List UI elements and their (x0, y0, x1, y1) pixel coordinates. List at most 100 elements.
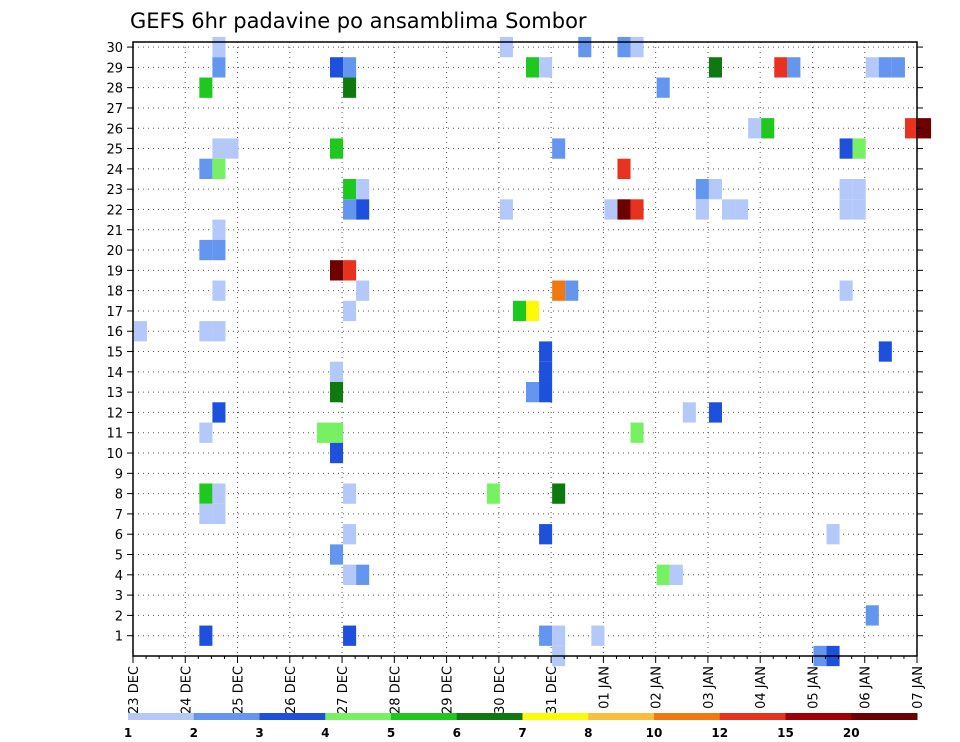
precip-cell (212, 402, 226, 423)
y-tick-label: 2 (115, 609, 123, 624)
precip-cell (343, 179, 357, 200)
precip-cell (630, 199, 644, 220)
precip-cell (199, 625, 213, 646)
precip-cell (656, 77, 670, 98)
y-tick-label: 5 (115, 549, 123, 564)
legend-swatch (193, 713, 260, 720)
y-tick-label: 17 (106, 305, 123, 320)
precip-cell (552, 625, 566, 646)
precip-cell (630, 36, 644, 58)
precip-cell (212, 57, 226, 78)
x-tick-label: 31 DEC (545, 666, 560, 714)
precip-cell (199, 321, 213, 342)
y-tick-label: 16 (106, 325, 123, 340)
legend-swatch (325, 713, 392, 720)
x-tick-label: 05 JAN (806, 666, 821, 709)
precip-cell (617, 158, 631, 180)
x-tick-label: 23 DEC (127, 666, 142, 714)
legend-swatch (851, 713, 918, 720)
y-tick-label: 11 (106, 427, 123, 442)
precip-cell (852, 179, 866, 200)
precip-cell (212, 158, 226, 180)
chart-title: GEFS 6hr padavine po ansamblima Sombor (130, 9, 587, 33)
precip-cell (722, 199, 736, 220)
precip-cell (330, 381, 344, 403)
legend-label: 8 (584, 726, 592, 740)
precip-cell (552, 138, 566, 159)
precip-cell (199, 422, 213, 443)
precip-cell (212, 239, 226, 261)
precip-cell (878, 57, 892, 78)
precip-cell (552, 483, 566, 504)
precip-cell (526, 57, 540, 78)
precip-cell (852, 199, 866, 220)
y-tick-label: 9 (115, 467, 123, 482)
legend-swatch (128, 713, 195, 720)
precip-cell (212, 483, 226, 504)
x-tick-label: 04 JAN (754, 666, 769, 709)
x-tick-label: 24 DEC (179, 666, 194, 714)
precip-cell (918, 118, 932, 139)
legend-swatch (456, 713, 523, 720)
precip-cell (539, 361, 553, 382)
grid-lines (133, 42, 917, 656)
precip-cell (787, 57, 801, 78)
y-tick-label: 13 (106, 386, 123, 401)
precip-cell (199, 483, 213, 504)
precip-cell (356, 564, 370, 585)
y-tick-label: 12 (106, 406, 123, 421)
precip-cell (539, 57, 553, 78)
precip-cell (330, 361, 344, 382)
precip-cell (212, 503, 226, 525)
y-tick-label: 10 (106, 447, 123, 462)
precip-cell (774, 57, 788, 78)
precip-cell (695, 179, 709, 200)
precip-cell (199, 77, 213, 98)
legend-swatch (391, 713, 458, 720)
y-tick-label: 3 (115, 589, 123, 604)
precip-cell (330, 442, 344, 464)
precip-cell (330, 544, 344, 565)
precip-cell (526, 381, 540, 403)
legend-label: 2 (190, 726, 198, 740)
precip-cell (330, 422, 344, 443)
precip-cell (839, 199, 853, 220)
y-tick-label: 19 (106, 264, 123, 279)
legend-swatch (588, 713, 655, 720)
precip-cell (578, 36, 592, 58)
precip-cell (512, 300, 526, 322)
precip-cell (839, 280, 853, 301)
precip-cell (591, 625, 605, 646)
precip-cell (695, 199, 709, 220)
x-tick-label: 30 DEC (493, 666, 508, 714)
y-tick-label: 15 (106, 346, 123, 361)
precip-cell (526, 300, 540, 322)
precip-cell (617, 199, 631, 220)
legend-label: 10 (646, 726, 663, 740)
precip-cell (539, 625, 553, 646)
y-tick-label: 25 (106, 143, 123, 158)
y-axis-member-ticks: 1234567891011121314151617181920212223242… (106, 41, 923, 645)
legend-swatch (785, 713, 852, 720)
precip-cell (199, 239, 213, 261)
legend-label: 3 (255, 726, 263, 740)
precip-cell (904, 118, 918, 139)
y-tick-label: 27 (106, 102, 123, 117)
x-tick-label: 02 JAN (650, 666, 665, 709)
x-tick-label: 28 DEC (388, 666, 403, 714)
y-tick-label: 4 (115, 569, 123, 584)
precip-cell (735, 199, 749, 220)
y-tick-label: 29 (106, 61, 123, 76)
precip-cell (199, 503, 213, 525)
y-tick-label: 6 (115, 528, 123, 543)
legend-label: 1 (124, 726, 132, 740)
precip-cell (499, 36, 513, 58)
precip-cell (343, 77, 357, 98)
precip-cell (212, 219, 226, 240)
legend-label: 4 (321, 726, 329, 740)
precip-cell (604, 199, 618, 220)
x-tick-label: 06 JAN (859, 666, 874, 709)
precip-cell (656, 564, 670, 585)
precip-cell (839, 138, 853, 159)
